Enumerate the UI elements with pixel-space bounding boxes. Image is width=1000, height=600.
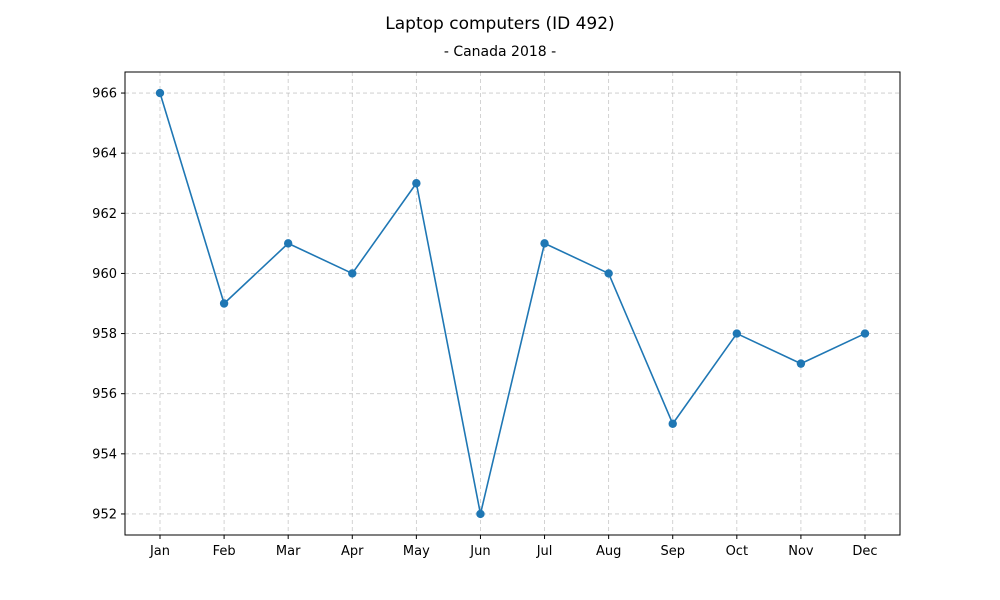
x-tick-label: Mar: [276, 544, 301, 559]
y-tick-label: 962: [92, 207, 117, 222]
x-tick-label: Nov: [788, 544, 814, 559]
chart-title: Laptop computers (ID 492): [385, 14, 615, 34]
x-tick-label: Jul: [536, 544, 553, 559]
x-tick-label: Oct: [726, 544, 748, 559]
series-line: [159, 92, 866, 515]
y-tick-label: 960: [92, 267, 117, 282]
x-tick-label: Apr: [341, 544, 364, 559]
y-tick-label: 954: [92, 447, 117, 462]
gridlines: [125, 72, 900, 535]
y-tick-label: 952: [92, 507, 117, 522]
data-point: [668, 419, 677, 428]
data-point: [348, 269, 357, 278]
data-point: [796, 359, 806, 368]
data-point: [860, 329, 870, 338]
axis-ticks: Jan Feb Mar Apr May Jun Jul Aug Sep Oct Nov Dec 952 9…: [92, 87, 877, 559]
data-point: [155, 88, 165, 98]
y-tick-label: 964: [92, 147, 117, 162]
data-point: [604, 269, 613, 278]
data-point: [732, 329, 742, 338]
x-tick-label: Sep: [660, 544, 685, 559]
data-point: [219, 299, 229, 308]
x-tick-label: Jan: [149, 544, 170, 559]
y-tick-label: 966: [92, 87, 117, 102]
x-tick-label: Jun: [469, 544, 490, 559]
y-tick-label: 958: [92, 327, 117, 342]
x-tick-label: Aug: [596, 544, 621, 559]
data-point: [283, 239, 293, 248]
x-tick-label: Dec: [852, 544, 877, 559]
chart-subtitle: - Canada 2018 -: [443, 44, 557, 60]
data-point: [412, 179, 421, 188]
x-tick-label: Feb: [213, 544, 236, 559]
data-point: [540, 239, 549, 248]
data-point: [476, 509, 485, 519]
y-tick-label: 956: [92, 387, 117, 402]
plot-area-frame: [124, 71, 901, 536]
x-tick-label: May: [403, 544, 430, 559]
series-layer: [155, 88, 870, 519]
